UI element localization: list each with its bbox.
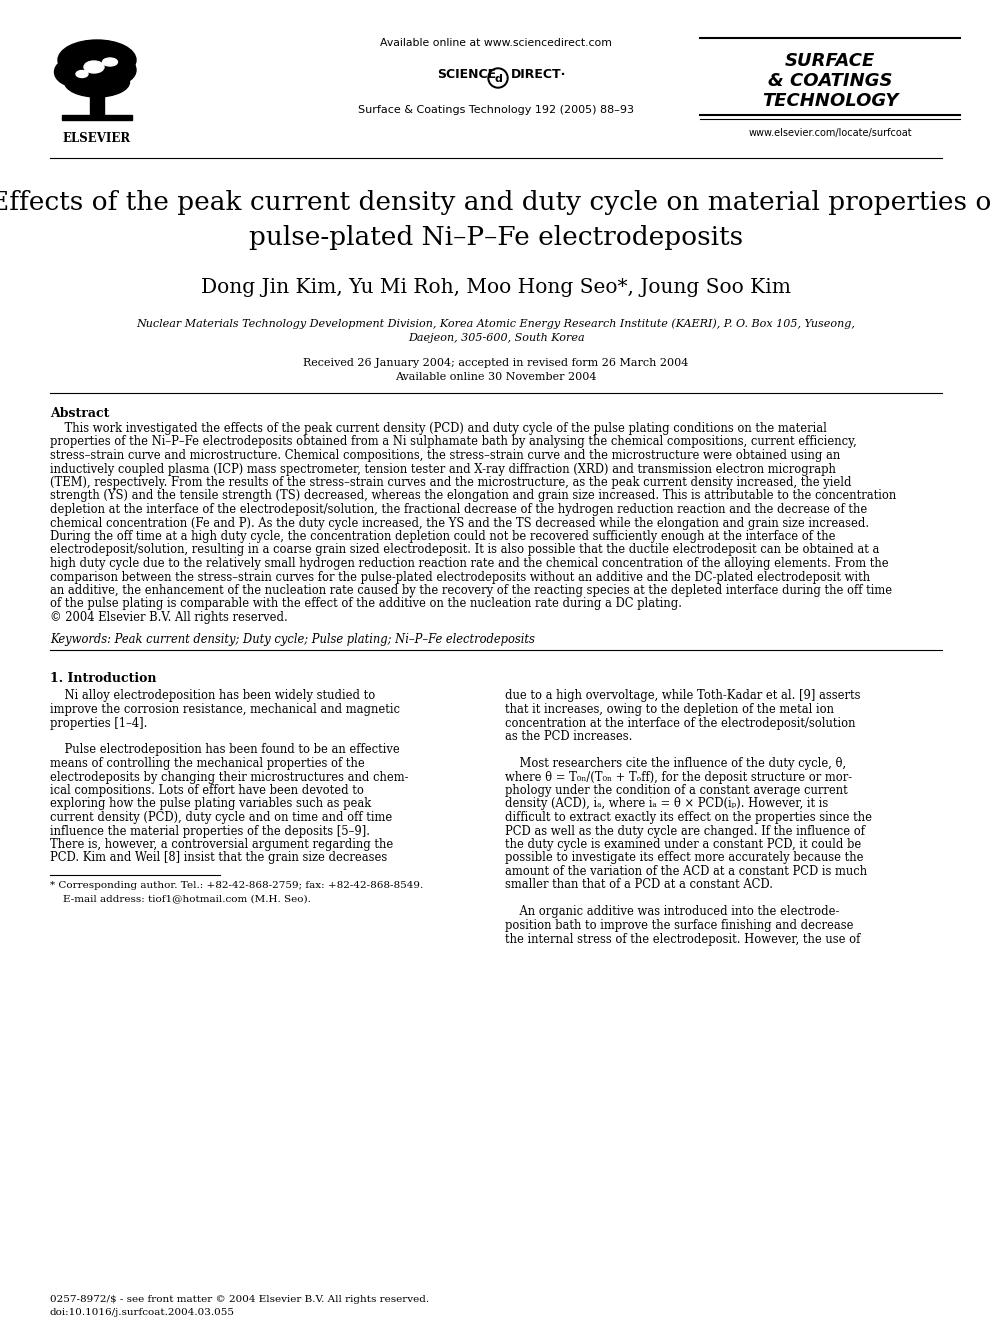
Text: an additive, the enhancement of the nucleation rate caused by the recovery of th: an additive, the enhancement of the nucl… [50, 583, 892, 597]
Text: high duty cycle due to the relatively small hydrogen reduction reaction rate and: high duty cycle due to the relatively sm… [50, 557, 889, 570]
Text: the internal stress of the electrodeposit. However, the use of: the internal stress of the electrodeposi… [505, 933, 860, 946]
Text: 0257-8972/$ - see front matter © 2004 Elsevier B.V. All rights reserved.: 0257-8972/$ - see front matter © 2004 El… [50, 1295, 430, 1304]
Text: the duty cycle is examined under a constant PCD, it could be: the duty cycle is examined under a const… [505, 837, 861, 851]
Text: SURFACE: SURFACE [785, 52, 875, 70]
Text: improve the corrosion resistance, mechanical and magnetic: improve the corrosion resistance, mechan… [50, 703, 400, 716]
Text: PCD. Kim and Weil [8] insist that the grain size decreases: PCD. Kim and Weil [8] insist that the gr… [50, 852, 387, 864]
Text: of the pulse plating is comparable with the effect of the additive on the nuclea: of the pulse plating is comparable with … [50, 598, 682, 610]
Bar [62, 115, 132, 120]
Text: strength (YS) and the tensile strength (TS) decreased, whereas the elongation an: strength (YS) and the tensile strength (… [50, 490, 896, 503]
Text: Abstract: Abstract [50, 407, 109, 419]
Text: ical compositions. Lots of effort have been devoted to: ical compositions. Lots of effort have b… [50, 785, 364, 796]
Text: Surface & Coatings Technology 192 (2005) 88–93: Surface & Coatings Technology 192 (2005)… [358, 105, 634, 115]
Text: density (ACD), iₐ, where iₐ = θ × PCD(iₚ). However, it is: density (ACD), iₐ, where iₐ = θ × PCD(iₚ… [505, 798, 828, 811]
Ellipse shape [76, 70, 88, 78]
Text: inductively coupled plasma (ICP) mass spectrometer, tension tester and X-ray dif: inductively coupled plasma (ICP) mass sp… [50, 463, 836, 475]
Text: d: d [494, 74, 502, 83]
Text: This work investigated the effects of the peak current density (PCD) and duty cy: This work investigated the effects of th… [50, 422, 827, 435]
Bar [90, 79, 104, 116]
Text: Available online at www.sciencedirect.com: Available online at www.sciencedirect.co… [380, 38, 612, 48]
Text: doi:10.1016/j.surfcoat.2004.03.055: doi:10.1016/j.surfcoat.2004.03.055 [50, 1308, 235, 1316]
Text: Keywords: Peak current density; Duty cycle; Pulse plating; Ni–P–Fe electrodeposi: Keywords: Peak current density; Duty cyc… [50, 632, 535, 646]
Text: An organic additive was introduced into the electrode-: An organic additive was introduced into … [505, 905, 839, 918]
Text: ELSEVIER: ELSEVIER [62, 132, 131, 146]
Ellipse shape [55, 57, 99, 87]
Text: Nuclear Materials Technology Development Division, Korea Atomic Energy Research : Nuclear Materials Technology Development… [137, 318, 855, 328]
Text: stress–strain curve and microstructure. Chemical compositions, the stress–strain: stress–strain curve and microstructure. … [50, 448, 840, 462]
Text: current density (PCD), duty cycle and on time and off time: current density (PCD), duty cycle and on… [50, 811, 392, 824]
Text: electrodeposit/solution, resulting in a coarse grain sized electrodeposit. It is: electrodeposit/solution, resulting in a … [50, 544, 879, 557]
Text: During the off time at a high duty cycle, the concentration depletion could not : During the off time at a high duty cycle… [50, 531, 835, 542]
Text: There is, however, a controversial argument regarding the: There is, however, a controversial argum… [50, 837, 393, 851]
Ellipse shape [64, 67, 130, 97]
Text: Received 26 January 2004; accepted in revised form 26 March 2004: Received 26 January 2004; accepted in re… [304, 359, 688, 368]
Text: depletion at the interface of the electrodeposit/solution, the fractional decrea: depletion at the interface of the electr… [50, 503, 867, 516]
Text: Available online 30 November 2004: Available online 30 November 2004 [395, 372, 597, 382]
Text: due to a high overvoltage, while Toth-Kadar et al. [9] asserts: due to a high overvoltage, while Toth-Ka… [505, 689, 860, 703]
Text: * Corresponding author. Tel.: +82-42-868-2759; fax: +82-42-868-8549.: * Corresponding author. Tel.: +82-42-868… [50, 881, 424, 890]
Text: influence the material properties of the deposits [5–9].: influence the material properties of the… [50, 824, 370, 837]
Text: exploring how the pulse plating variables such as peak: exploring how the pulse plating variable… [50, 798, 371, 811]
Text: Ni alloy electrodeposition has been widely studied to: Ni alloy electrodeposition has been wide… [50, 689, 375, 703]
Text: (TEM), respectively. From the results of the stress–strain curves and the micros: (TEM), respectively. From the results of… [50, 476, 851, 490]
Text: possible to investigate its effect more accurately because the: possible to investigate its effect more … [505, 852, 863, 864]
Text: chemical concentration (Fe and P). As the duty cycle increased, the YS and the T: chemical concentration (Fe and P). As th… [50, 516, 869, 529]
Text: as the PCD increases.: as the PCD increases. [505, 730, 632, 744]
Circle shape [488, 67, 508, 89]
Circle shape [490, 70, 506, 86]
Text: that it increases, owing to the depletion of the metal ion: that it increases, owing to the depletio… [505, 703, 834, 716]
Text: phology under the condition of a constant average current: phology under the condition of a constan… [505, 785, 848, 796]
Text: TECHNOLOGY: TECHNOLOGY [762, 93, 898, 110]
Text: where θ = T₀ₙ/(T₀ₙ + Tₒff), for the deposit structure or mor-: where θ = T₀ₙ/(T₀ₙ + Tₒff), for the depo… [505, 770, 852, 783]
Text: properties of the Ni–P–Fe electrodeposits obtained from a Ni sulphamate bath by : properties of the Ni–P–Fe electrodeposit… [50, 435, 857, 448]
Text: DIRECT·: DIRECT· [511, 67, 566, 81]
Text: E-mail address: tiof1@hotmail.com (M.H. Seo).: E-mail address: tiof1@hotmail.com (M.H. … [50, 894, 310, 904]
Text: PCD as well as the duty cycle are changed. If the influence of: PCD as well as the duty cycle are change… [505, 824, 865, 837]
Text: SCIENCE: SCIENCE [436, 67, 496, 81]
Text: & COATINGS: & COATINGS [768, 71, 892, 90]
Text: www.elsevier.com/locate/surfcoat: www.elsevier.com/locate/surfcoat [748, 128, 912, 138]
Text: comparison between the stress–strain curves for the pulse-plated electrodeposits: comparison between the stress–strain cur… [50, 570, 870, 583]
Text: smaller than that of a PCD at a constant ACD.: smaller than that of a PCD at a constant… [505, 878, 773, 892]
Text: 1. Introduction: 1. Introduction [50, 672, 157, 684]
Ellipse shape [58, 40, 136, 79]
Text: pulse-plated Ni–P–Fe electrodeposits: pulse-plated Ni–P–Fe electrodeposits [249, 225, 743, 250]
Ellipse shape [84, 61, 104, 73]
Text: Most researchers cite the influence of the duty cycle, θ,: Most researchers cite the influence of t… [505, 757, 846, 770]
Text: position bath to improve the surface finishing and decrease: position bath to improve the surface fin… [505, 919, 853, 931]
Text: means of controlling the mechanical properties of the: means of controlling the mechanical prop… [50, 757, 365, 770]
Text: Effects of the peak current density and duty cycle on material properties of: Effects of the peak current density and … [0, 191, 992, 216]
Text: properties [1–4].: properties [1–4]. [50, 717, 148, 729]
Text: Pulse electrodeposition has been found to be an effective: Pulse electrodeposition has been found t… [50, 744, 400, 757]
Text: amount of the variation of the ACD at a constant PCD is much: amount of the variation of the ACD at a … [505, 865, 867, 878]
Text: Daejeon, 305-600, South Korea: Daejeon, 305-600, South Korea [408, 333, 584, 343]
Ellipse shape [102, 58, 117, 66]
Text: electrodeposits by changing their microstructures and chem-: electrodeposits by changing their micros… [50, 770, 409, 783]
Ellipse shape [98, 56, 136, 83]
Text: concentration at the interface of the electrodeposit/solution: concentration at the interface of the el… [505, 717, 855, 729]
Text: difficult to extract exactly its effect on the properties since the: difficult to extract exactly its effect … [505, 811, 872, 824]
Text: © 2004 Elsevier B.V. All rights reserved.: © 2004 Elsevier B.V. All rights reserved… [50, 611, 288, 624]
Text: Dong Jin Kim, Yu Mi Roh, Moo Hong Seo*, Joung Soo Kim: Dong Jin Kim, Yu Mi Roh, Moo Hong Seo*, … [201, 278, 791, 296]
